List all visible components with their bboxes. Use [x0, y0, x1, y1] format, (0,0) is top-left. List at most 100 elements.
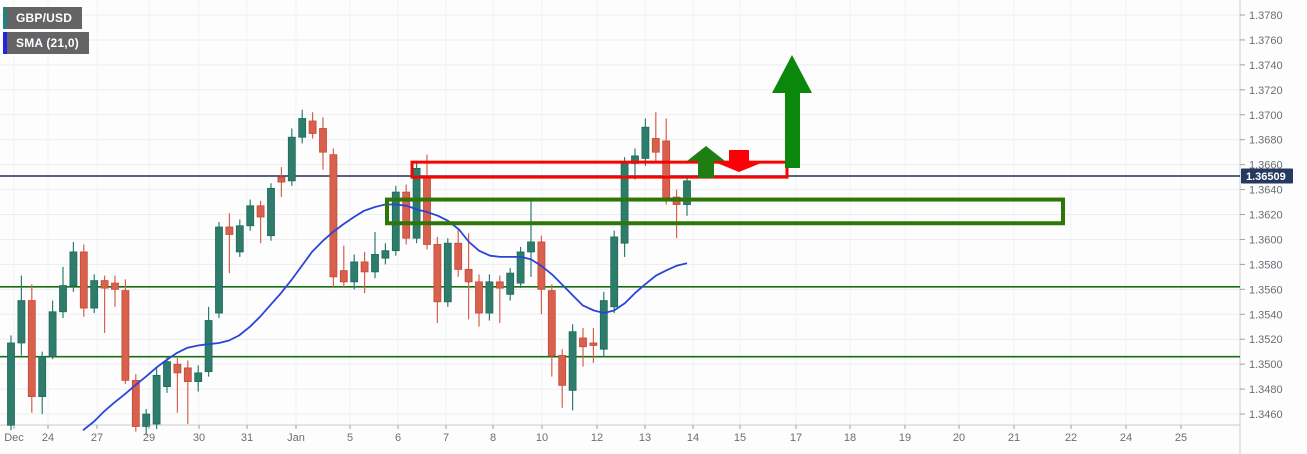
y-axis-label: 1.3680: [1249, 135, 1283, 147]
x-axis-label: 12: [591, 432, 603, 444]
y-axis-label: 1.3460: [1249, 409, 1283, 421]
current-price-badge: 1.36509: [1241, 168, 1293, 184]
candle: [568, 331, 577, 391]
candle: [225, 226, 234, 235]
candle: [204, 320, 213, 373]
sma-curve[interactable]: [82, 203, 688, 432]
candle: [610, 236, 619, 308]
y-axis-label: 1.3700: [1249, 110, 1283, 122]
candle: [69, 251, 78, 286]
y-axis-label: 1.3740: [1249, 60, 1283, 72]
x-axis-label: 30: [193, 432, 205, 444]
candle: [599, 300, 608, 350]
candle: [558, 355, 567, 386]
candle: [38, 356, 47, 397]
candle: [350, 261, 359, 283]
gridlines: [0, 0, 1240, 425]
axis-borders: [0, 0, 1241, 454]
y-axis-label: 1.3620: [1249, 210, 1283, 222]
candle: [246, 205, 255, 227]
candle: [620, 162, 629, 244]
small-up-arrow[interactable]: [687, 146, 725, 178]
candle: [183, 367, 192, 383]
sma-legend-chip[interactable]: SMA (21,0): [3, 32, 89, 54]
candle: [402, 191, 411, 239]
candle: [215, 226, 223, 314]
candle: [329, 154, 338, 278]
resistance-zone[interactable]: [410, 160, 789, 179]
candle: [90, 280, 99, 309]
candle: [59, 285, 67, 313]
support-lines[interactable]: [0, 286, 1240, 358]
candle: [17, 300, 26, 344]
candle: [360, 261, 369, 273]
candle: [111, 282, 119, 290]
x-axis-label: 15: [734, 432, 746, 444]
candle: [163, 361, 171, 388]
candle: [256, 205, 265, 218]
support-zone[interactable]: [385, 197, 1065, 226]
x-axis-label: Dec: [4, 432, 24, 444]
x-axis-label: 22: [1065, 432, 1077, 444]
candle: [287, 136, 296, 182]
big-up-arrow[interactable]: [772, 55, 812, 168]
candle: [131, 379, 140, 427]
candle: [235, 225, 244, 253]
x-axis-label: 14: [687, 432, 699, 444]
y-axis-label: 1.3760: [1249, 35, 1283, 47]
down-arrow[interactable]: [717, 150, 761, 172]
candle: [412, 167, 421, 239]
candle: [339, 270, 348, 283]
drawn-zones[interactable]: [385, 160, 1065, 226]
symbol-legend-chip[interactable]: GBP/USD: [3, 7, 83, 29]
x-axis-label: 19: [899, 432, 911, 444]
candle: [651, 138, 660, 153]
price-axis[interactable]: 1.3780 1.3760 1.3740 1.3720 1.3700 1.3680 1.36…: [1240, 10, 1283, 421]
drawn-arrows[interactable]: [687, 55, 812, 178]
x-axis-label: 7: [443, 432, 449, 444]
x-axis-label: 24: [42, 432, 54, 444]
candle: [516, 251, 525, 284]
candle: [319, 128, 327, 153]
x-axis-label: 21: [1008, 432, 1020, 444]
current-price-value: 1.36509: [1246, 171, 1286, 183]
x-axis-label: 24: [1120, 432, 1132, 444]
y-axis-label: 1.3580: [1249, 259, 1283, 271]
y-axis-label: 1.3780: [1249, 10, 1283, 22]
sma-line[interactable]: [82, 203, 688, 432]
candle: [433, 244, 442, 303]
y-axis-label: 1.3600: [1249, 234, 1283, 246]
y-axis-label: 1.3720: [1249, 85, 1283, 97]
x-axis-label: 18: [844, 432, 856, 444]
x-axis-label: 20: [953, 432, 965, 444]
candle: [485, 281, 494, 314]
x-axis-label: 17: [790, 432, 802, 444]
time-axis[interactable]: Dec 24 27 29 30 31 Jan 5 6 7 8 10 12 13 14 15 17 18 19 20 21…: [4, 425, 1187, 444]
candle: [527, 241, 535, 253]
candle: [662, 140, 671, 200]
candle: [27, 300, 36, 397]
candle: [506, 272, 515, 295]
candles: [7, 109, 691, 436]
candle: [475, 281, 483, 314]
candle: [371, 254, 379, 273]
x-axis-label: 6: [395, 432, 401, 444]
y-axis-label: 1.3560: [1249, 284, 1283, 296]
symbol-accent-bar: [3, 7, 7, 29]
candle: [267, 187, 275, 237]
x-axis-label: 5: [347, 432, 353, 444]
y-axis-label: 1.3500: [1249, 359, 1283, 371]
x-axis-label: 13: [639, 432, 651, 444]
candle: [194, 372, 203, 383]
x-axis-label: 29: [143, 432, 155, 444]
candle: [48, 311, 57, 358]
x-axis-label: 25: [1175, 432, 1187, 444]
sma-accent-bar: [3, 32, 7, 54]
candle: [152, 374, 161, 425]
candle: [7, 342, 15, 426]
candle: [121, 290, 130, 381]
candle: [547, 290, 556, 356]
y-axis-label: 1.3480: [1249, 384, 1283, 396]
